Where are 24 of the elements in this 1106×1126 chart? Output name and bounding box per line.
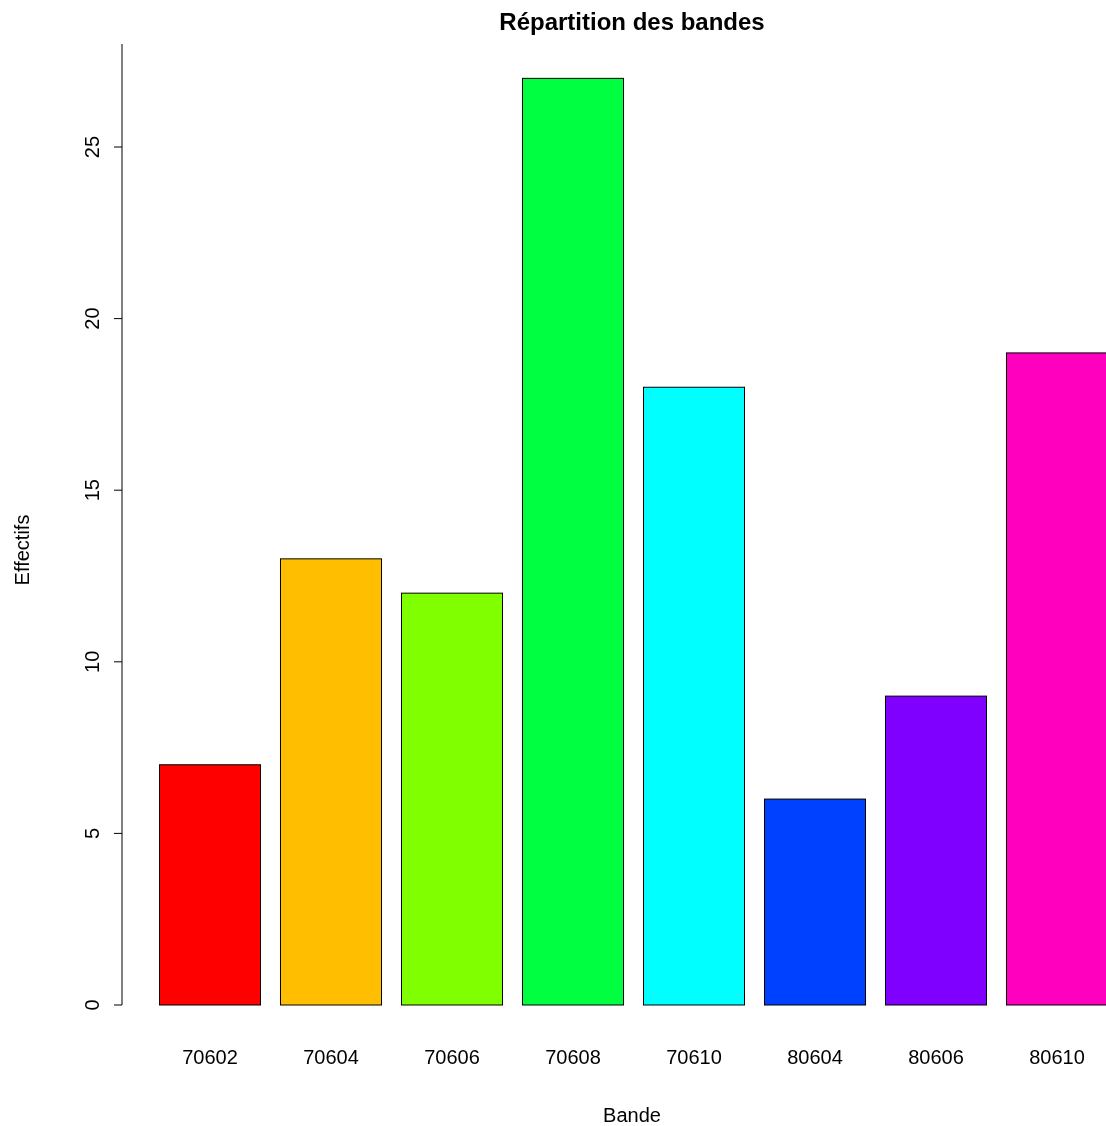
y-tick-label: 20 [81, 307, 103, 330]
x-axis-title: Bande [603, 1104, 661, 1126]
bar [158, 764, 262, 1006]
x-tick-label: 80604 [787, 1046, 843, 1068]
bar [521, 77, 625, 1006]
x-tick-label: 70604 [303, 1046, 359, 1068]
y-tick-label: 15 [81, 479, 103, 502]
x-tick-label: 70602 [182, 1046, 238, 1068]
bar [279, 558, 383, 1006]
x-tick-label: 70608 [545, 1046, 601, 1068]
bar [884, 695, 988, 1006]
y-tick-label: 25 [81, 135, 103, 159]
y-axis-title: Effectifs [11, 514, 33, 586]
bar [400, 592, 504, 1006]
chart-title: Répartition des bandes [499, 8, 765, 35]
bar [763, 798, 867, 1006]
y-tick-label: 5 [81, 827, 103, 839]
x-tick-label: 80606 [908, 1046, 964, 1068]
y-tick-label: 0 [81, 999, 103, 1011]
y-tick-label: 10 [81, 650, 103, 673]
x-tick-label: 70610 [666, 1046, 722, 1068]
x-tick-label: 70606 [424, 1046, 480, 1068]
x-tick-label: 80610 [1029, 1046, 1085, 1068]
bar [642, 386, 746, 1006]
